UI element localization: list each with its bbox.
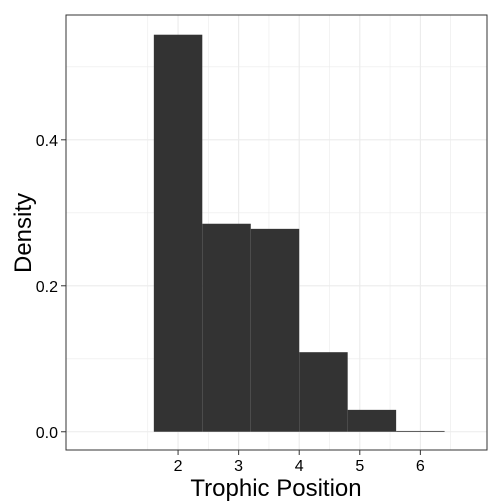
- ticks-layer: 2 3 4 5 6 0.0 0.2 0.4: [36, 133, 425, 475]
- panel-border: [65, 14, 488, 451]
- y-axis-label: Density: [10, 193, 37, 273]
- y-tick-label: 0.2: [36, 279, 58, 296]
- y-tick-label: 0.0: [36, 425, 58, 442]
- histogram-bar: [250, 228, 300, 432]
- x-tick-label: 3: [234, 458, 243, 475]
- histogram-bar: [347, 409, 397, 432]
- x-tick-label: 5: [355, 458, 364, 475]
- histogram-bar: [153, 34, 203, 432]
- bars-layer: [153, 34, 445, 432]
- grid-layer: [66, 15, 487, 450]
- x-tick-label: 4: [295, 458, 304, 475]
- x-tick-label: 2: [174, 458, 183, 475]
- y-tick-label: 0.4: [36, 133, 58, 150]
- x-tick-label: 6: [416, 458, 425, 475]
- histogram-bar: [202, 223, 251, 432]
- histogram-bar: [299, 352, 348, 432]
- histogram-bar: [396, 430, 445, 432]
- x-axis-label: Trophic Position: [190, 475, 361, 502]
